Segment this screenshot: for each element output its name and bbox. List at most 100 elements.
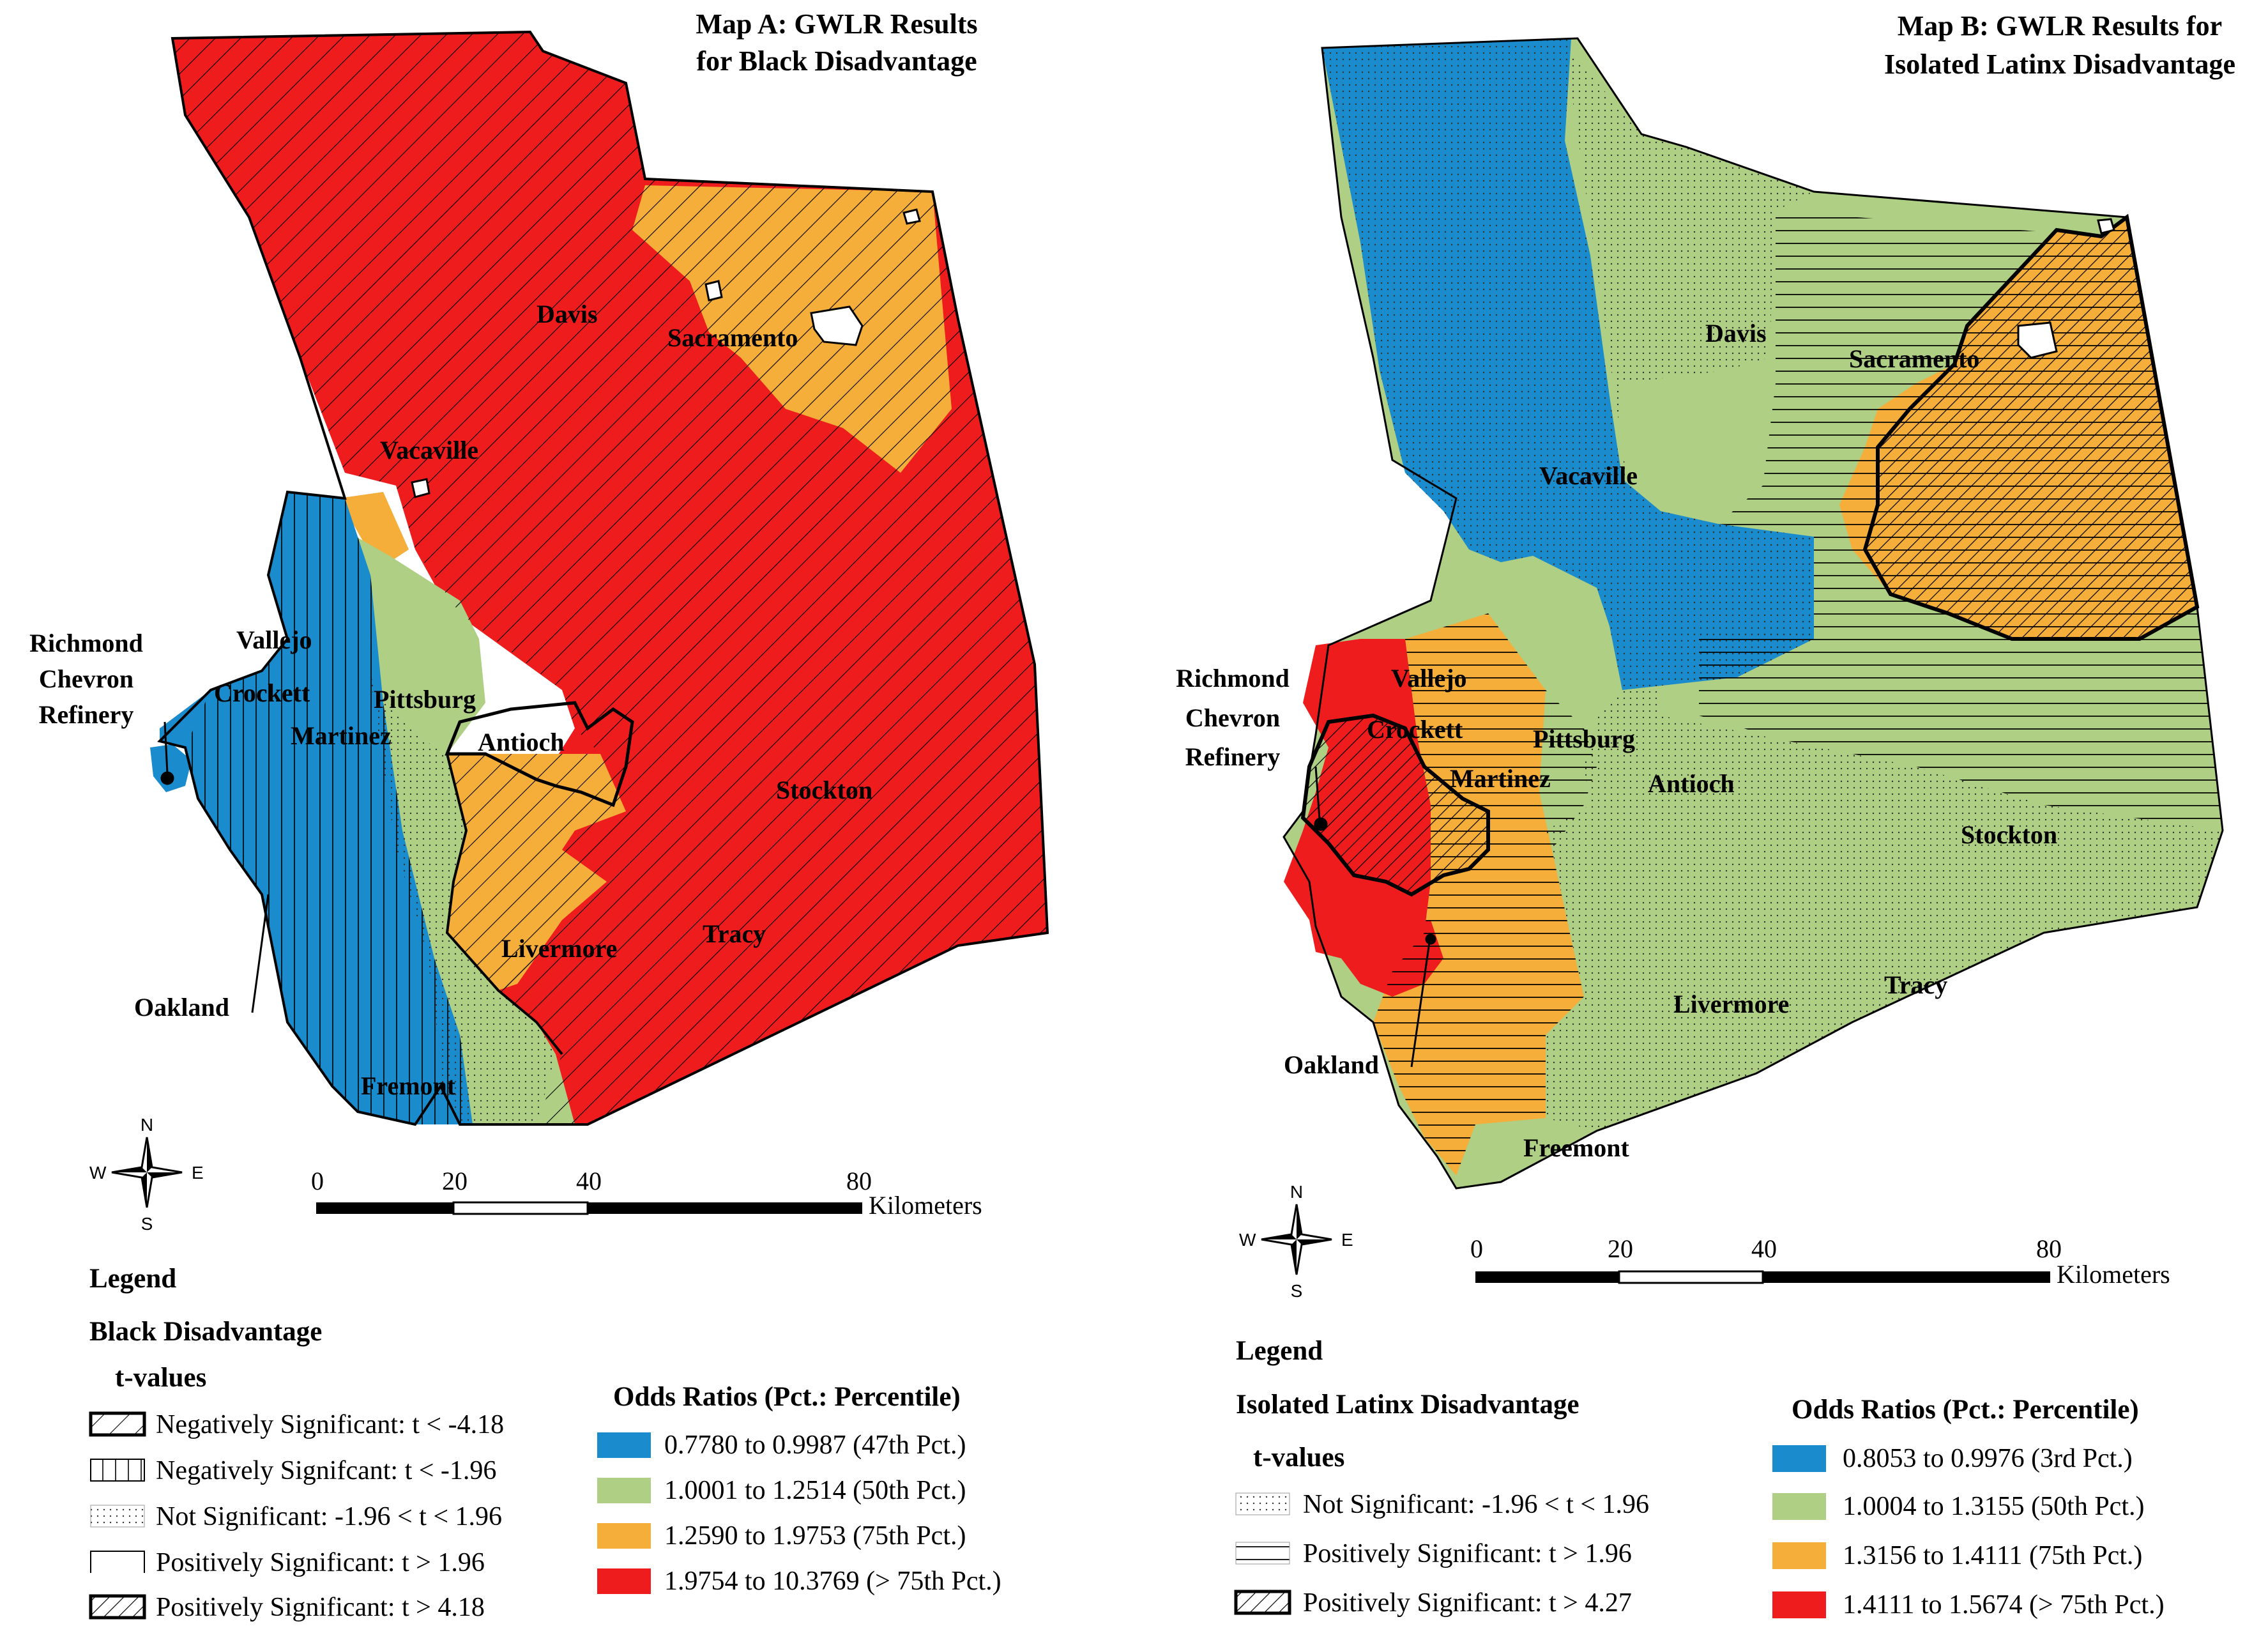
map-a-scale-0: 0 bbox=[311, 1167, 324, 1195]
map-b-odds-swatch-4 bbox=[1772, 1591, 1826, 1618]
map-b-odds-label-3: 1.3156 to 1.4111 (75th Pct.) bbox=[1843, 1541, 2142, 1570]
map-b-odds-label-2: 1.0004 to 1.3155 (50th Pct.) bbox=[1843, 1492, 2144, 1521]
map-a-compass-w: W bbox=[89, 1163, 107, 1183]
map-b-odds-swatch-2 bbox=[1772, 1493, 1826, 1520]
map-a-label-martinez: Martinez bbox=[291, 721, 392, 750]
map-b-compass-w: W bbox=[1239, 1230, 1256, 1250]
map-b-label-pittsburg: Pittsburg bbox=[1533, 724, 1635, 753]
map-b-legend-heading: Legend bbox=[1236, 1336, 1323, 1366]
map-a-antioch-outline bbox=[445, 753, 563, 1055]
map-b-hatch-red bbox=[1303, 716, 1488, 894]
map-b-scale-80: 80 bbox=[2036, 1234, 2062, 1263]
map-b-sacramento-outline bbox=[1862, 213, 2200, 641]
map-b-tval-label-1: Not Significant: -1.96 < t < 1.96 bbox=[1303, 1490, 1649, 1519]
map-a-strong-outline bbox=[445, 701, 634, 808]
map-a-label-tracy: Tracy bbox=[703, 919, 766, 948]
map-b-tval-label-2: Positively Significant: t > 1.96 bbox=[1303, 1539, 1632, 1568]
map-a-scale-seg-2 bbox=[452, 1201, 589, 1215]
map-a-vacaville-area bbox=[411, 478, 430, 498]
map-a-odds-swatch-3 bbox=[597, 1523, 651, 1549]
map-b-outlines bbox=[1282, 37, 2224, 1190]
map-b-urban-areas bbox=[1314, 218, 2115, 945]
map-b-label-fremont: Freemont bbox=[1523, 1133, 1630, 1162]
map-a-scale-20: 20 bbox=[442, 1167, 468, 1195]
map-a-dots-green bbox=[370, 677, 556, 1124]
map-a-legend-tvalues-heading: t-values bbox=[115, 1363, 206, 1393]
map-a-scale-40: 40 bbox=[576, 1167, 602, 1195]
map-a-refinery-dot bbox=[160, 771, 174, 785]
map-b-label-livermore: Livermore bbox=[1673, 990, 1789, 1018]
map-b-oakland-leader bbox=[1410, 942, 1431, 1068]
map-a-tval-label-1: Negatively Significant: t < -4.18 bbox=[156, 1410, 504, 1439]
map-b-oakland-dot bbox=[1425, 933, 1436, 945]
map-b-compass-n: N bbox=[1290, 1182, 1303, 1202]
map-a-outlines bbox=[157, 30, 1049, 1126]
map-a-legend-variable: Black Disadvantage bbox=[89, 1317, 322, 1347]
map-a-region-blue-refinery bbox=[150, 744, 192, 792]
map-a-label-stockton: Stockton bbox=[776, 776, 872, 804]
map-a-label-vallejo: Vallejo bbox=[236, 625, 312, 654]
map-b-scale-40: 40 bbox=[1751, 1234, 1777, 1263]
map-a-refinery-leader bbox=[164, 721, 169, 774]
map-b-scale-unit: Kilometers bbox=[2057, 1260, 2170, 1289]
map-b-legend-variable: Isolated Latinx Disadvantage bbox=[1236, 1390, 1579, 1420]
map-a-sacramento-area bbox=[810, 305, 864, 346]
map-a-oakland-leader bbox=[251, 894, 270, 1013]
map-b-label-antioch: Antioch bbox=[1648, 769, 1735, 798]
map-b-label-crockett: Crockett bbox=[1367, 715, 1463, 744]
map-a-hatching bbox=[172, 32, 1047, 1124]
map-b-label-vacaville: Vacaville bbox=[1539, 461, 1638, 490]
map-b-scale-0: 0 bbox=[1470, 1234, 1483, 1263]
map-b-refinery-line3: Refinery bbox=[1185, 742, 1281, 771]
map-a-hatch-orange bbox=[447, 754, 626, 990]
map-a-compass-e: E bbox=[192, 1163, 204, 1183]
map-a-refinery-line1: Richmond bbox=[29, 629, 143, 657]
map-b-compass-s: S bbox=[1291, 1281, 1303, 1301]
map-a: Map A: GWLR Results for Black Disadvanta… bbox=[29, 8, 1049, 1622]
map-a-label-vacaville: Vacaville bbox=[380, 436, 478, 464]
map-a-compass: N S E W bbox=[89, 1115, 204, 1234]
map-a-davis-area bbox=[704, 280, 723, 302]
map-b-city-labels: Davis Sacramento Vacaville Vallejo Crock… bbox=[1176, 319, 2057, 1162]
map-b-label-tracy: Tracy bbox=[1884, 970, 1947, 999]
map-a-odds-label-3: 1.2590 to 1.9753 (75th Pct.) bbox=[664, 1521, 966, 1551]
map-b-odds-heading: Odds Ratios (Pct.: Percentile) bbox=[1792, 1395, 2139, 1425]
map-a-compass-s: S bbox=[141, 1214, 153, 1234]
map-a-label-livermore: Livermore bbox=[501, 934, 617, 963]
map-a-tval-swatch-1 bbox=[89, 1411, 146, 1437]
map-b-odds-label-4: 1.4111 to 1.5674 (> 75th Pct.) bbox=[1843, 1590, 2165, 1620]
map-a-hatch-blue bbox=[185, 492, 473, 1124]
map-a-county-outline bbox=[157, 30, 1049, 1126]
map-b-scale-20: 20 bbox=[1608, 1234, 1633, 1263]
map-b-compass-e: E bbox=[1341, 1230, 1353, 1250]
map-a-odds-swatch-2 bbox=[597, 1478, 651, 1503]
map-b-tval-swatch-3 bbox=[1234, 1590, 1291, 1615]
map-a-label-sacramento: Sacramento bbox=[667, 323, 798, 352]
map-a-tval-label-5: Positively Significant: t > 4.18 bbox=[156, 1593, 485, 1622]
map-b-scale-seg-3 bbox=[1763, 1271, 2050, 1283]
map-a-label-pittsburg: Pittsburg bbox=[374, 685, 476, 714]
map-b-sacramento-area bbox=[2017, 321, 2058, 359]
map-b-dots-green bbox=[1546, 45, 2223, 1131]
map-b-label-martinez: Martinez bbox=[1450, 764, 1551, 793]
map-b-tval-label-3: Positively Significant: t > 4.27 bbox=[1303, 1588, 1632, 1618]
map-a-refinery-line2: Chevron bbox=[39, 664, 133, 693]
map-b-scale-seg-1 bbox=[1475, 1271, 1619, 1283]
map-a-scale-seg-3 bbox=[588, 1202, 862, 1214]
map-b: Map B: GWLR Results for Isolated Latinx … bbox=[1176, 10, 2235, 1620]
map-a-tval-label-2: Negatively Signifcant: t < -1.96 bbox=[156, 1456, 496, 1485]
map-a-legend-heading: Legend bbox=[89, 1264, 176, 1294]
map-a-label-antioch: Antioch bbox=[478, 728, 565, 756]
map-a-ne-area bbox=[902, 208, 921, 225]
map-b-odds-swatch-1 bbox=[1772, 1445, 1826, 1472]
map-b-title-line2: Isolated Latinx Disadvantage bbox=[1884, 49, 2235, 80]
map-b-horiz-lines-west bbox=[1373, 613, 1597, 1176]
map-b-label-stockton: Stockton bbox=[1961, 820, 2057, 849]
map-a-odds-swatch-4 bbox=[597, 1568, 651, 1594]
map-a-title-line2: for Black Disadvantage bbox=[696, 45, 977, 77]
map-a-tval-label-3: Not Significant: -1.96 < t < 1.96 bbox=[156, 1502, 502, 1531]
map-a-tval-swatch-4 bbox=[90, 1551, 145, 1573]
map-a-odds-label-2: 1.0001 to 1.2514 (50th Pct.) bbox=[664, 1476, 966, 1505]
map-b-refinery-line2: Chevron bbox=[1185, 703, 1280, 732]
